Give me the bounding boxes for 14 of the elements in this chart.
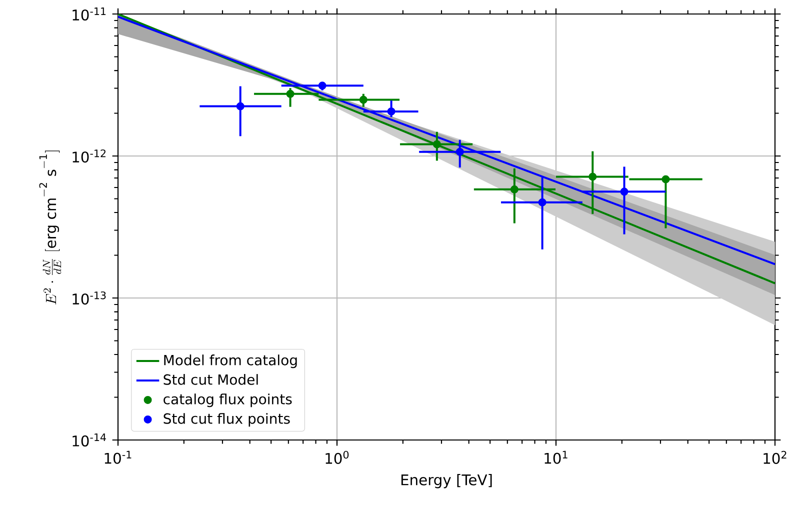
y-tick-label: 10$^{-13}$	[72, 291, 106, 305]
y-axis-title: $E^2 \cdot \frac{dN}{dE}\ [\mathrm{erg\ cm^{-2}\ s^{-1}}]$	[39, 150, 62, 305]
y-tick-label: 10$^{-14}$	[72, 434, 106, 447]
x-tick-label: 10$^{0}$	[326, 450, 349, 464]
legend-label: Std cut flux points	[164, 413, 290, 427]
x-tick-label: 10$^{2}$	[764, 450, 786, 464]
y-tick-label: 10$^{-12}$	[72, 149, 106, 163]
x-tick-label: 10$^{-1}$	[104, 450, 132, 464]
x-axis-title: Energy [TeV]	[401, 474, 492, 488]
legend-label: catalog flux points	[164, 394, 292, 408]
x-tick-label: 10$^{1}$	[544, 450, 568, 464]
legend-label: Model from catalog	[164, 354, 297, 368]
legend-label: Std cut Model	[164, 374, 258, 385]
y-tick-label: 10$^{-11}$	[72, 8, 106, 21]
